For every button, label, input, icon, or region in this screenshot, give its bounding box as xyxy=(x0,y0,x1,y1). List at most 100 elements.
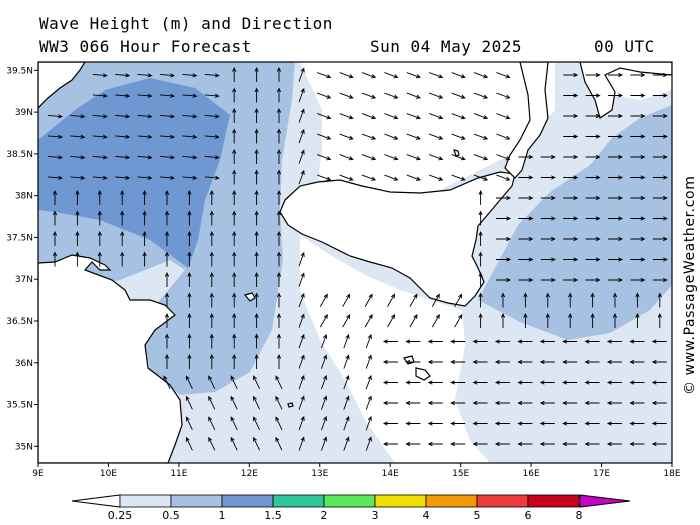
wave-arrow xyxy=(630,195,646,201)
wave-arrow xyxy=(563,175,579,180)
lat-tick-label: 36.5N xyxy=(6,317,33,327)
forecast-time: 00 UTC xyxy=(594,37,655,56)
wave-arrow xyxy=(253,416,261,430)
wave-arrow xyxy=(496,195,512,201)
wave-arrow xyxy=(451,154,466,161)
lon-tick-label: 9E xyxy=(32,469,44,479)
lat-tick-label: 36N xyxy=(15,359,33,369)
wave-arrow xyxy=(92,73,108,78)
wave-arrow xyxy=(494,400,510,406)
wave-arrow xyxy=(187,353,192,369)
wave-arrow xyxy=(651,359,667,365)
wave-arrow xyxy=(164,333,170,349)
wave-arrow xyxy=(276,292,282,308)
wave-arrow xyxy=(232,148,237,164)
wave-arrow xyxy=(254,292,259,308)
wave-arrow xyxy=(562,359,578,365)
wave-arrow xyxy=(590,312,595,328)
wave-arrow xyxy=(232,128,237,144)
lon-tick-label: 17E xyxy=(593,469,610,479)
wave-arrow xyxy=(563,277,579,283)
wave-arrow xyxy=(47,114,64,119)
wave-arrow xyxy=(478,312,483,328)
wave-arrow xyxy=(70,155,86,160)
lon-tick-label: 16E xyxy=(523,469,540,479)
wave-arrow xyxy=(342,313,351,328)
wave-arrow xyxy=(478,230,483,246)
wave-arrow xyxy=(494,359,510,365)
wave-arrow xyxy=(630,236,646,242)
wave-arrow xyxy=(406,92,421,99)
wave-arrow xyxy=(120,230,125,246)
wave-arrow xyxy=(584,421,600,426)
wave-arrow xyxy=(361,113,377,120)
wave-arrow xyxy=(450,359,466,365)
wave-arrow xyxy=(523,312,528,328)
wave-arrow xyxy=(585,277,601,283)
wave-arrow xyxy=(187,251,192,267)
wave-arrow xyxy=(606,380,622,385)
wave-arrow xyxy=(629,339,645,344)
wave-arrow xyxy=(517,441,533,447)
wave-arrow xyxy=(361,72,377,79)
wave-arrow xyxy=(343,415,350,431)
wave-arrow xyxy=(115,114,131,119)
wave-arrow xyxy=(163,375,171,389)
wave-arrow xyxy=(382,441,398,447)
wave-arrow xyxy=(608,154,624,160)
wave-arrow xyxy=(608,175,624,180)
wave-arrow xyxy=(254,189,259,205)
wave-arrow xyxy=(473,154,489,161)
wave-arrow xyxy=(540,277,556,283)
wave-arrow xyxy=(494,339,510,344)
wave-arrow xyxy=(427,441,443,447)
wave-arrow xyxy=(365,436,372,451)
wave-arrow xyxy=(612,292,618,308)
wave-arrow xyxy=(232,271,237,287)
wave-arrow xyxy=(387,293,396,307)
wave-arrow xyxy=(320,354,328,369)
wave-arrow xyxy=(478,210,483,226)
wave-arrow xyxy=(320,333,328,349)
wave-arrow xyxy=(563,113,579,119)
wave-arrow xyxy=(562,400,578,406)
wave-arrow xyxy=(92,114,108,119)
wave-arrow xyxy=(451,174,466,181)
wave-arrow xyxy=(563,195,579,201)
wave-arrow xyxy=(159,73,176,78)
wave-arrow xyxy=(97,230,102,246)
wave-arrow xyxy=(409,313,418,328)
wave-arrow xyxy=(496,154,511,161)
wave-arrow xyxy=(298,272,305,287)
wave-arrow xyxy=(52,210,58,226)
wave-arrow xyxy=(563,236,579,242)
wave-arrow xyxy=(478,271,483,287)
wave-arrow xyxy=(608,277,624,283)
wave-arrow xyxy=(629,380,645,385)
wave-arrow xyxy=(382,421,398,426)
wave-arrow xyxy=(276,230,282,246)
wave-arrow xyxy=(232,292,237,308)
wave-arrow xyxy=(518,195,534,201)
wave-arrow xyxy=(115,175,131,180)
wave-arrow xyxy=(518,175,534,180)
wave-arrow xyxy=(629,441,645,447)
wave-arrow xyxy=(47,175,64,180)
wave-arrow xyxy=(472,359,488,365)
wave-arrow xyxy=(209,333,214,349)
forecast-model: WW3 066 Hour Forecast xyxy=(39,37,252,56)
wave-arrow xyxy=(630,113,646,119)
wave-arrow xyxy=(254,271,259,287)
wave-arrow xyxy=(539,421,555,426)
wave-arrow xyxy=(298,374,305,390)
calm-patch-tyrrhenian xyxy=(300,62,555,195)
wave-arrow xyxy=(473,92,489,99)
wave-arrow xyxy=(629,359,645,365)
wave-arrow xyxy=(365,374,372,390)
wave-arrow xyxy=(585,113,601,119)
wave-arrow xyxy=(585,195,601,201)
wave-arrow xyxy=(630,257,646,262)
wave-arrow xyxy=(232,169,237,185)
wave-arrow xyxy=(137,175,153,180)
wave-arrow xyxy=(164,271,170,287)
